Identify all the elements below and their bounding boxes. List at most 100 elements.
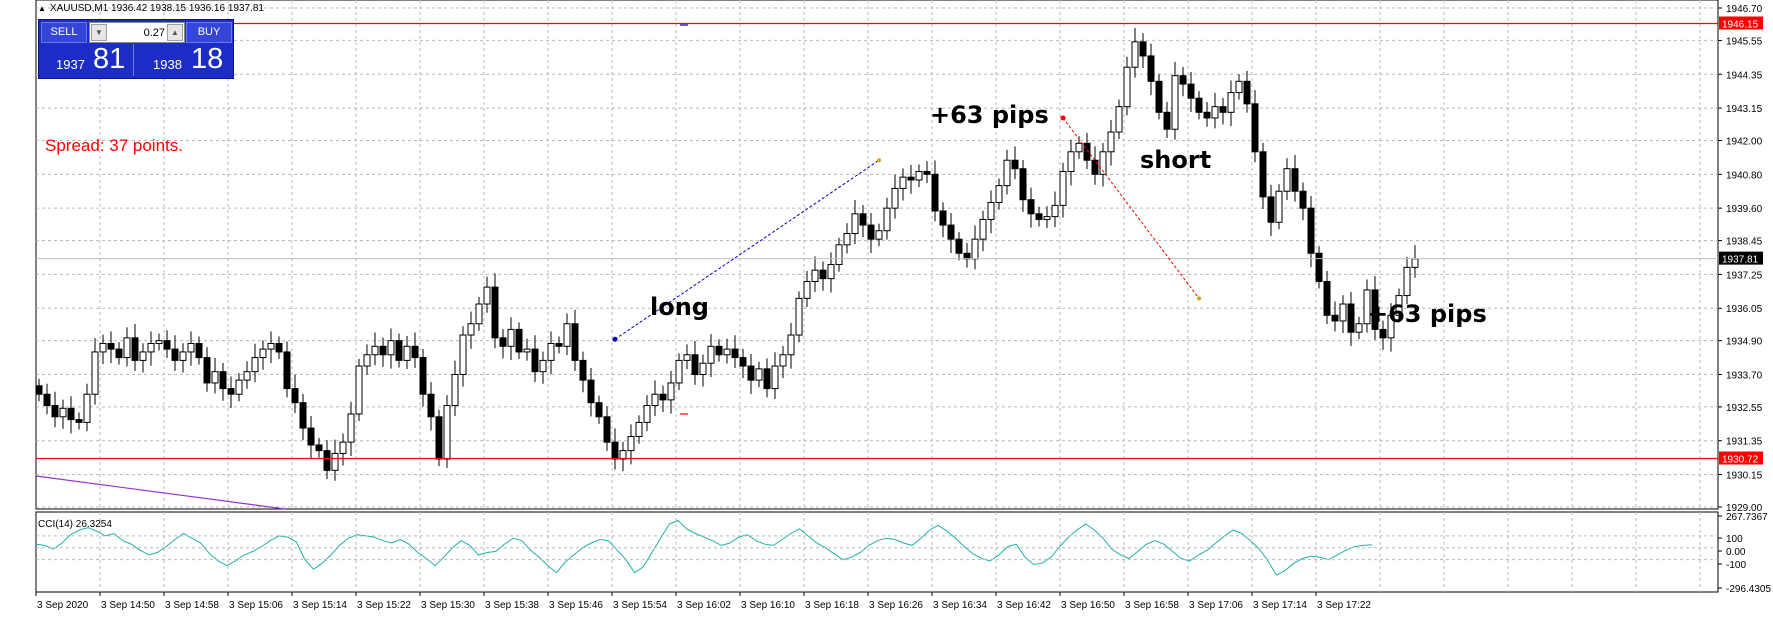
candle-bull [635,421,643,438]
collapse-triangle-icon[interactable]: ▲ [38,4,46,13]
candle-bear [819,269,827,280]
candle-bear [131,337,139,361]
candle-bull [995,185,1003,204]
sell-price-small: 1937 [56,57,85,72]
candle-bull [1067,151,1075,173]
lot-decrease-chevron-down-icon[interactable]: ▼ [91,24,107,41]
time-tick-label: 3 Sep 15:46 [549,600,603,611]
lot-increase-chevron-up-icon[interactable]: ▲ [167,24,183,41]
candle-bear [1379,328,1387,339]
candle-bear [1323,280,1331,316]
time-tick-label: 3 Sep 17:06 [1189,600,1243,611]
candle-bull [1363,289,1371,325]
candle-bull [123,337,131,359]
candle-bear [1371,289,1379,330]
candle-bull [1339,303,1347,322]
price-tick-label: 1933.70 [1726,370,1763,381]
annotation-long-pips: +63 pips [930,101,1049,129]
buy-button[interactable]: BUY [186,22,232,43]
candle-bull [835,244,843,266]
candle-bull [1051,204,1059,218]
candle-bull [1099,151,1107,175]
time-tick-label: 3 Sep 16:50 [1061,600,1115,611]
candle-bull [475,303,483,325]
candle-bear [275,342,283,353]
candle-bear [1307,207,1315,254]
candle-bull [883,207,891,232]
candle-bear [203,357,211,384]
candle-bull [723,348,731,356]
lot-size-input[interactable] [107,23,165,42]
price-axis: 1946.70 1945.55 1944.35 1943.15 1942.00 1940.… [1718,4,1763,514]
candle-bull [795,297,803,336]
candle-bear [419,357,427,395]
candle-bull [1107,131,1115,153]
buy-price-big: 18 [191,43,224,75]
candle-bear [907,176,915,181]
candle-bull [467,323,475,336]
sell-price-big: 81 [93,43,126,75]
cci-tick-label: -296.4305 [1726,584,1771,595]
candle-bull [1227,92,1235,113]
candle-bull [355,365,363,415]
time-tick-label: 3 Sep 16:18 [805,600,859,611]
candle-bull [443,405,451,460]
candle-bear [1347,303,1355,333]
candle-bear [411,345,419,359]
candle-bull [91,351,99,395]
buy-price-display[interactable]: 1938 18 [137,43,231,76]
candle-bear [1251,103,1259,153]
candle-bull [1235,80,1243,94]
candle-bear [1243,80,1251,105]
candle-bull [1275,190,1283,223]
candle-bull [699,362,707,375]
price-tick-label: 1939.60 [1726,204,1763,215]
candle-bull [339,441,347,454]
candle-bear [555,342,563,347]
candle-bull [331,452,339,471]
candle-bull [451,373,459,407]
spread-label: Spread: 37 points. [45,136,183,155]
candle-bull [683,354,691,361]
candle-bear [115,348,123,359]
time-tick-label: 3 Sep 16:10 [741,600,795,611]
time-tick-label: 3 Sep 16:34 [933,600,987,611]
price-tick-label: 1930.15 [1726,471,1763,482]
candle-bear [219,371,227,390]
cci-indicator-label: CCI(14) 26.3254 [38,519,112,530]
candle-bear [1267,196,1275,223]
candle-bear [427,393,435,418]
candle-bull [1395,295,1403,316]
one-click-trading-panel: SELL ▼ ▲ BUY 1937 81 1938 18 [38,19,234,79]
candle-bear [1299,190,1307,209]
candle-bear [491,286,499,339]
candle-bull [787,334,795,356]
annotation-long: long [650,293,709,321]
candle-bear [1091,159,1099,175]
candle-bull [875,230,883,240]
candle-bear [715,345,723,356]
candle-bull [59,407,67,418]
candle-bear [515,328,523,353]
candle-bull [99,342,107,353]
long-exit-marker [877,158,881,163]
candle-bull [1003,159,1011,187]
candle-bear [43,393,51,407]
price-tick-label: 1931.35 [1726,437,1763,448]
candle-bear [75,419,83,423]
sell-price-display[interactable]: 1937 81 [41,43,134,76]
price-tick-label: 1945.55 [1726,36,1763,47]
candle-bear [1027,199,1035,215]
candle-bear [1195,97,1203,113]
sell-button[interactable]: SELL [41,22,87,43]
time-tick-label: 3 Sep 15:06 [229,600,283,611]
trade-lines [612,115,1201,342]
candle-bull [1211,106,1219,119]
candle-bull [563,323,571,347]
candle-bull [235,379,243,395]
candle-bear [747,365,755,381]
candle-bull [1131,41,1139,68]
current-price-tag: 1937.81 [1722,255,1759,266]
candle-bull [651,393,659,407]
time-tick-label: 3 Sep 15:14 [293,600,347,611]
